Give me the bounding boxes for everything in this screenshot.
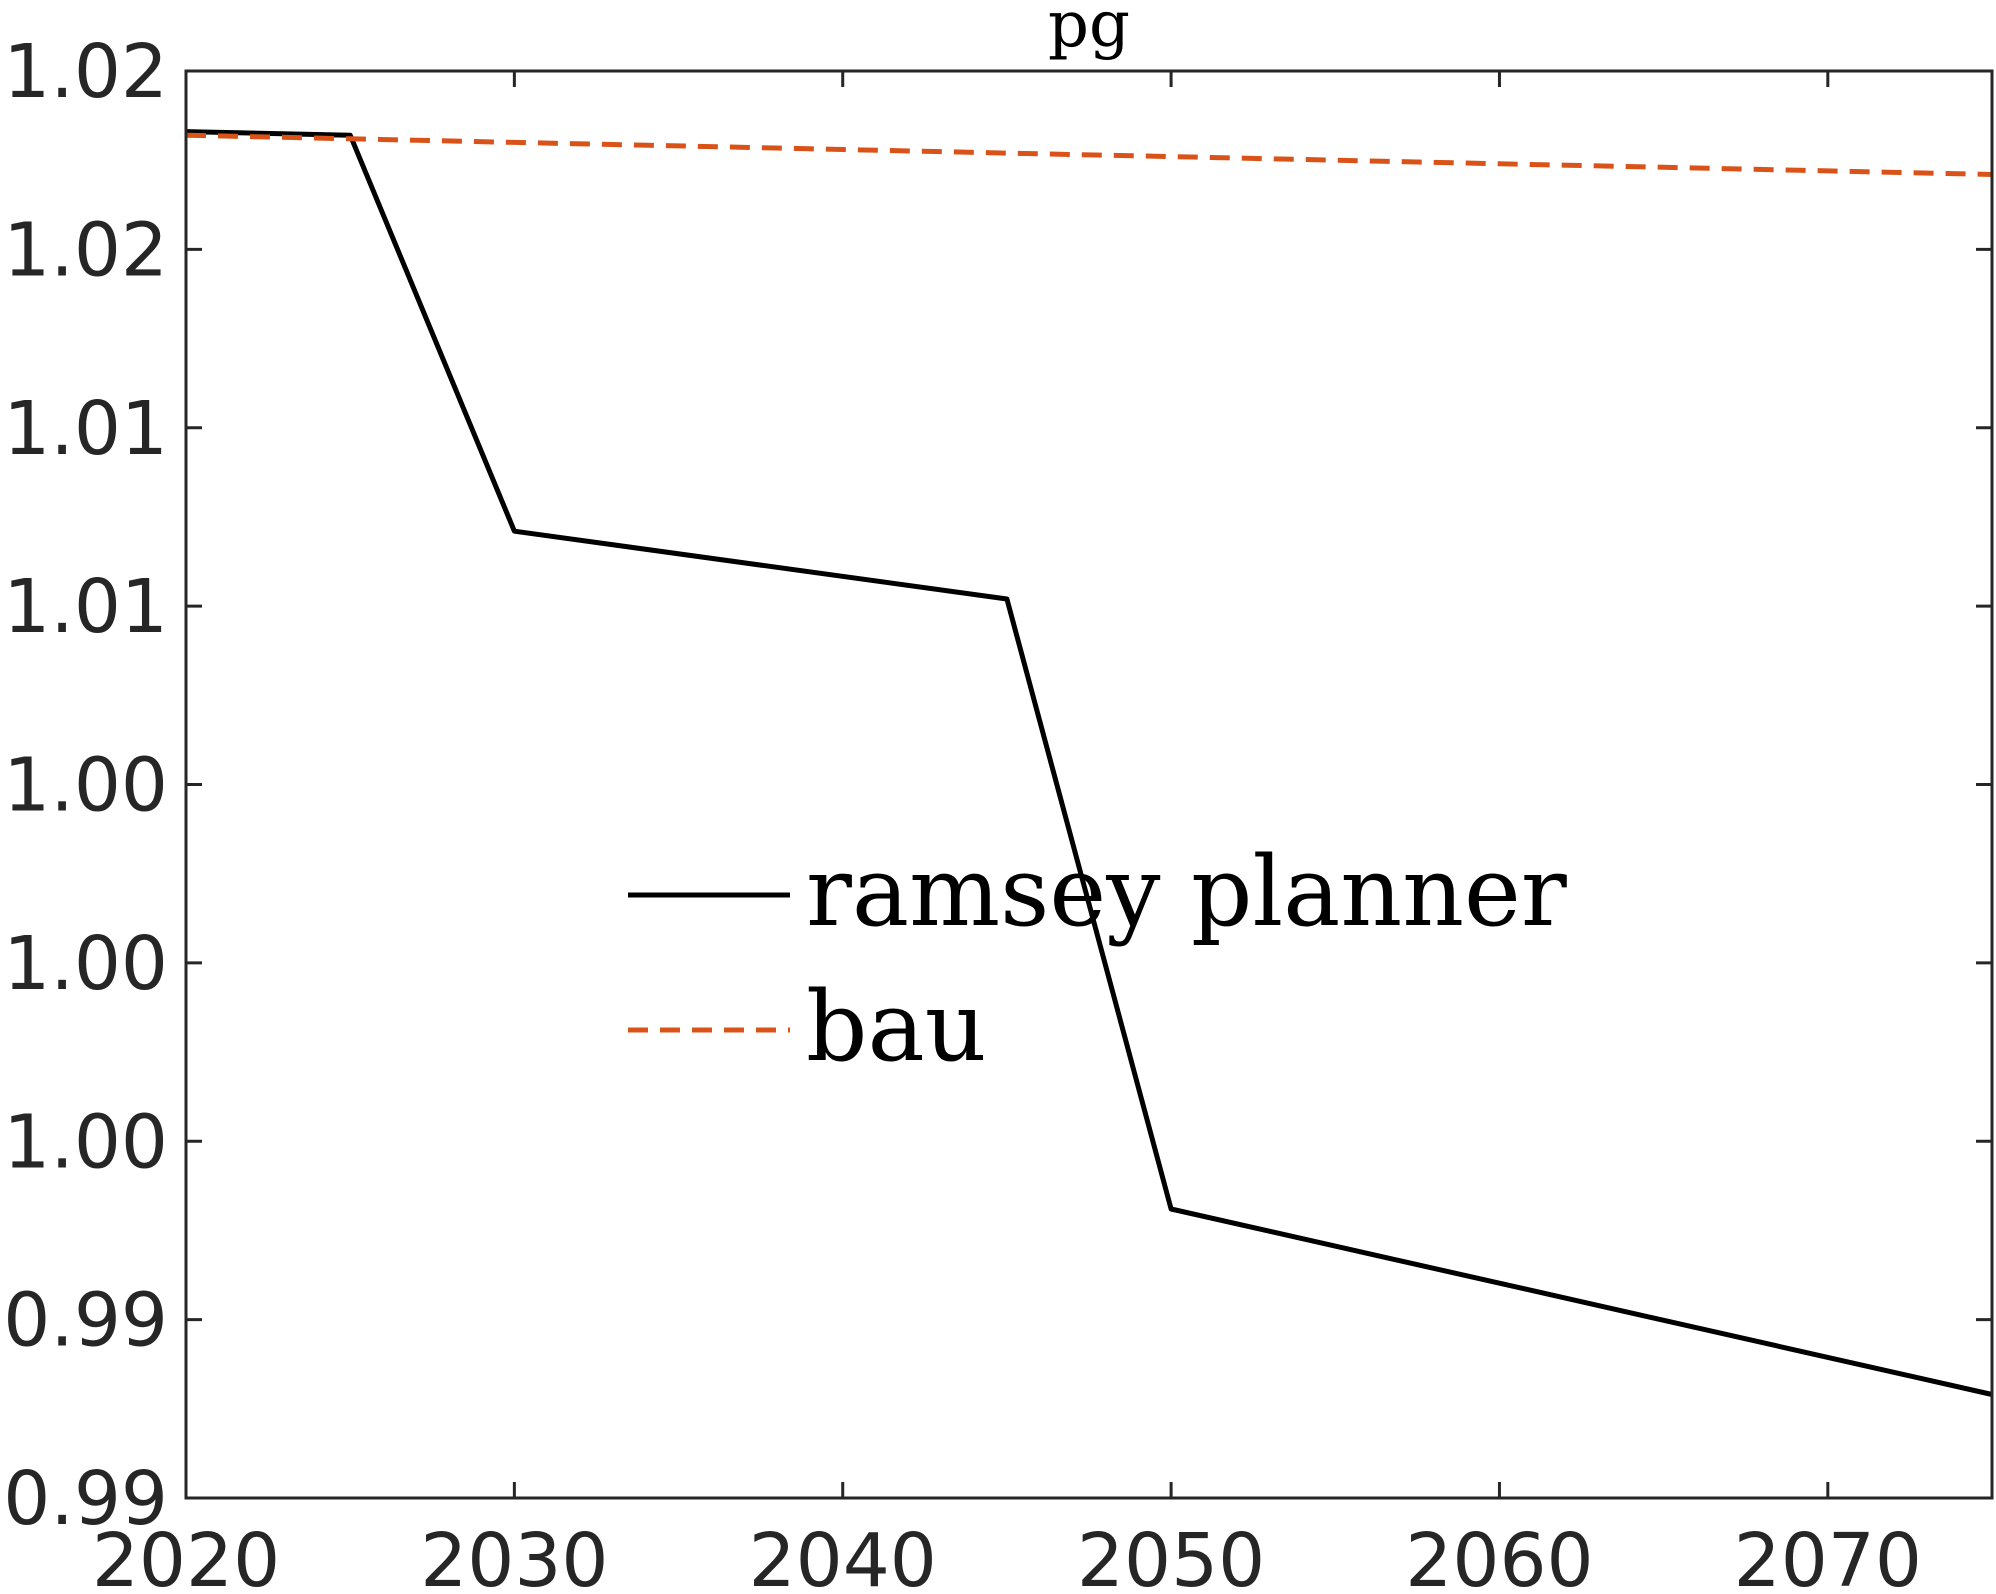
y-tick-label: 1.01: [3, 386, 168, 472]
series-line-ramsey-planner: [185, 129, 1993, 1397]
chart-title: pg: [1048, 0, 1130, 62]
x-tick-label: 2070: [1734, 1518, 1922, 1594]
x-tick-label: 2030: [420, 1518, 608, 1594]
x-tick-label: 2040: [749, 1518, 937, 1594]
series-layer: [185, 129, 1993, 1397]
y-tick-label: 1.00: [3, 1099, 168, 1185]
y-tick-label: 0.99: [3, 1278, 168, 1364]
x-tick-label: 2020: [92, 1518, 280, 1594]
legend-label-ramsey-planner: ramsey planner: [806, 836, 1567, 948]
y-tick-label: 1.01: [3, 564, 168, 650]
plot-area-frame: [184, 69, 1994, 1500]
y-tick-label: 0.99: [3, 1456, 168, 1542]
legend: ramsey planner bau: [628, 836, 1567, 1083]
y-tick-label: 1.02: [3, 207, 168, 293]
series-line-bau: [185, 132, 1993, 177]
x-tick-label: 2050: [1077, 1518, 1265, 1594]
ticks-layer: 2020 2030 2040 2050 2060 2070 0.99 0.99 1.00 1.00…: [3, 29, 1992, 1594]
y-tick-label: 1.02: [3, 29, 168, 115]
x-tick-label: 2060: [1405, 1518, 1593, 1594]
y-tick-label: 1.00: [3, 921, 168, 1007]
legend-label-bau: bau: [806, 971, 987, 1083]
y-tick-label: 1.00: [3, 743, 168, 829]
